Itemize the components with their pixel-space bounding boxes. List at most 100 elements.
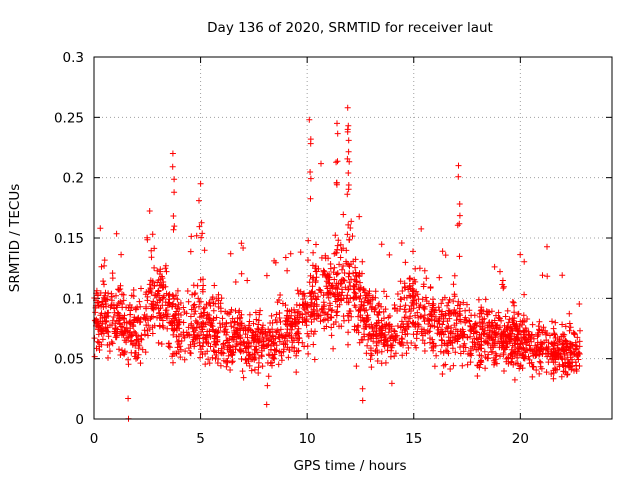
data-point	[198, 321, 205, 328]
data-point	[256, 335, 262, 342]
data-point	[444, 325, 451, 332]
data-point	[450, 330, 456, 337]
data-point	[209, 323, 216, 330]
data-point	[459, 332, 466, 339]
y-tick-label: 0.25	[54, 110, 84, 126]
data-point	[266, 329, 273, 336]
data-point	[119, 347, 125, 354]
data-point	[384, 337, 391, 344]
data-point	[156, 271, 163, 277]
data-point	[350, 295, 357, 302]
data-point	[317, 287, 324, 294]
data-point	[420, 304, 427, 311]
data-point	[121, 351, 128, 358]
data-point	[421, 267, 428, 274]
data-point	[359, 258, 366, 265]
data-point	[457, 344, 463, 351]
data-point	[378, 303, 385, 310]
data-point	[267, 320, 274, 326]
data-point	[431, 317, 438, 324]
data-point	[386, 251, 393, 258]
data-point	[552, 319, 559, 326]
data-point	[269, 352, 276, 359]
data-point	[343, 247, 350, 254]
data-point	[490, 344, 497, 351]
data-point	[175, 310, 182, 317]
data-point	[197, 180, 204, 187]
data-point	[378, 348, 385, 355]
data-point	[504, 323, 511, 330]
data-point	[299, 319, 306, 326]
data-point	[566, 340, 573, 347]
data-point	[324, 315, 331, 322]
data-point	[361, 318, 368, 325]
data-point	[497, 324, 504, 331]
data-point	[528, 338, 535, 345]
data-point	[335, 237, 342, 244]
data-point	[307, 140, 314, 147]
data-point	[107, 304, 114, 311]
data-point	[357, 286, 364, 293]
data-point	[333, 159, 340, 166]
data-point	[239, 368, 246, 375]
data-point	[282, 321, 289, 327]
data-point	[497, 353, 503, 360]
data-point	[436, 274, 443, 281]
data-point	[360, 317, 367, 324]
data-point	[174, 287, 181, 294]
data-point	[228, 323, 235, 330]
data-point	[188, 306, 195, 313]
data-point	[312, 328, 318, 335]
data-point	[566, 360, 573, 367]
data-point	[376, 325, 383, 332]
data-point	[276, 297, 282, 303]
data-point	[483, 311, 490, 318]
data-point	[533, 367, 540, 373]
data-point	[120, 291, 127, 298]
data-point	[178, 312, 184, 318]
data-point	[180, 304, 187, 311]
data-point	[244, 334, 251, 341]
data-point	[163, 307, 170, 314]
data-point	[119, 301, 126, 307]
data-point	[209, 354, 216, 361]
data-point	[253, 316, 260, 323]
data-point	[396, 339, 403, 346]
data-point	[311, 316, 318, 323]
data-point	[394, 291, 401, 297]
data-point	[155, 288, 162, 295]
data-point	[312, 279, 319, 286]
data-point	[164, 311, 171, 318]
data-point	[94, 338, 101, 345]
data-point	[456, 253, 463, 260]
data-point	[410, 301, 417, 308]
data-point	[536, 358, 543, 365]
data-point	[151, 283, 158, 289]
data-point	[503, 344, 510, 351]
data-point	[91, 353, 98, 360]
data-point	[242, 356, 249, 363]
data-point	[381, 334, 388, 341]
data-point	[308, 319, 315, 325]
data-point	[521, 317, 527, 324]
data-point	[372, 323, 379, 330]
data-point	[196, 314, 203, 321]
data-point	[460, 342, 467, 349]
data-point	[194, 332, 201, 338]
data-point	[233, 338, 240, 345]
data-point	[309, 283, 316, 290]
data-point	[406, 315, 413, 322]
data-point	[572, 345, 579, 352]
data-point	[128, 338, 135, 345]
data-point	[137, 316, 144, 322]
data-point	[177, 354, 184, 361]
data-point	[269, 326, 276, 333]
data-point	[452, 310, 459, 317]
data-point	[456, 212, 463, 219]
data-point	[242, 345, 249, 352]
data-point	[288, 335, 295, 342]
data-point	[403, 350, 410, 357]
data-point	[199, 286, 206, 293]
data-point	[295, 308, 302, 315]
data-point	[434, 324, 441, 331]
